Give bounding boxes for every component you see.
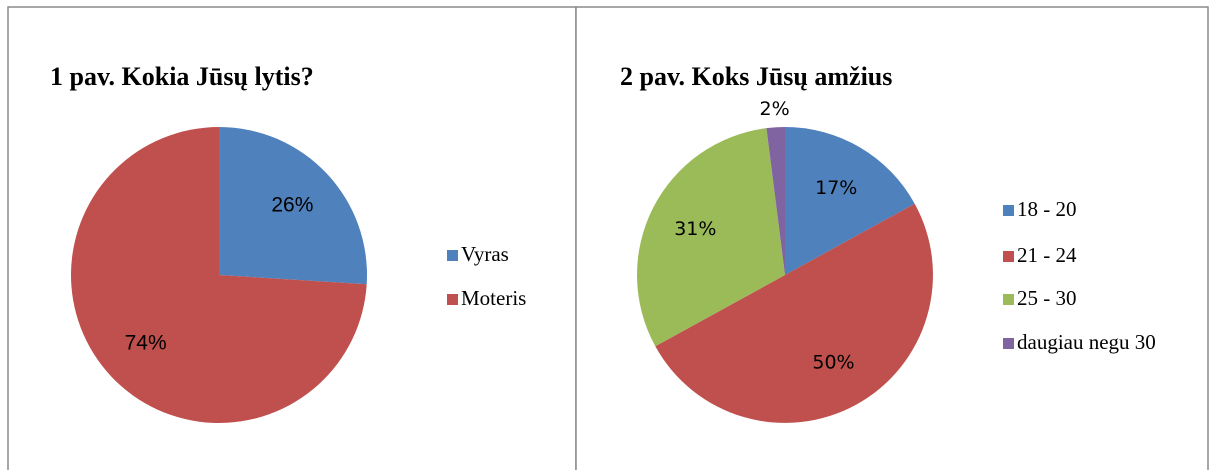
pie-slice <box>637 128 785 347</box>
data-label: 17% <box>815 177 857 199</box>
pie-slice <box>655 203 933 423</box>
legend-swatch <box>1003 251 1014 262</box>
chart-title: 2 pav. Koks Jūsų amžius <box>620 62 892 91</box>
legend-label: 21 - 24 <box>1017 243 1077 267</box>
legend-swatch <box>1003 294 1014 305</box>
chart-title: 1 pav. Kokia Jūsų lytis? <box>50 62 314 91</box>
data-label: 26% <box>271 194 313 217</box>
data-label: 50% <box>812 352 854 374</box>
pie-slice <box>219 127 368 285</box>
data-label: 2% <box>760 98 790 120</box>
legend-swatch <box>447 294 458 305</box>
data-label: 74% <box>125 331 167 354</box>
data-label: 31% <box>674 218 716 240</box>
legend-label: Vyras <box>461 242 509 266</box>
legend-label: Moteris <box>461 286 526 310</box>
legend-label: 25 - 30 <box>1017 286 1077 310</box>
legend-swatch <box>1003 338 1014 349</box>
pie-slice <box>785 127 915 275</box>
pie-slice <box>766 127 785 275</box>
legend-label: daugiau negu 30 <box>1017 330 1156 354</box>
pie-slice <box>71 127 367 423</box>
legend-swatch <box>447 250 458 261</box>
legend-label: 18 - 20 <box>1017 197 1077 221</box>
legend-swatch <box>1003 205 1014 216</box>
